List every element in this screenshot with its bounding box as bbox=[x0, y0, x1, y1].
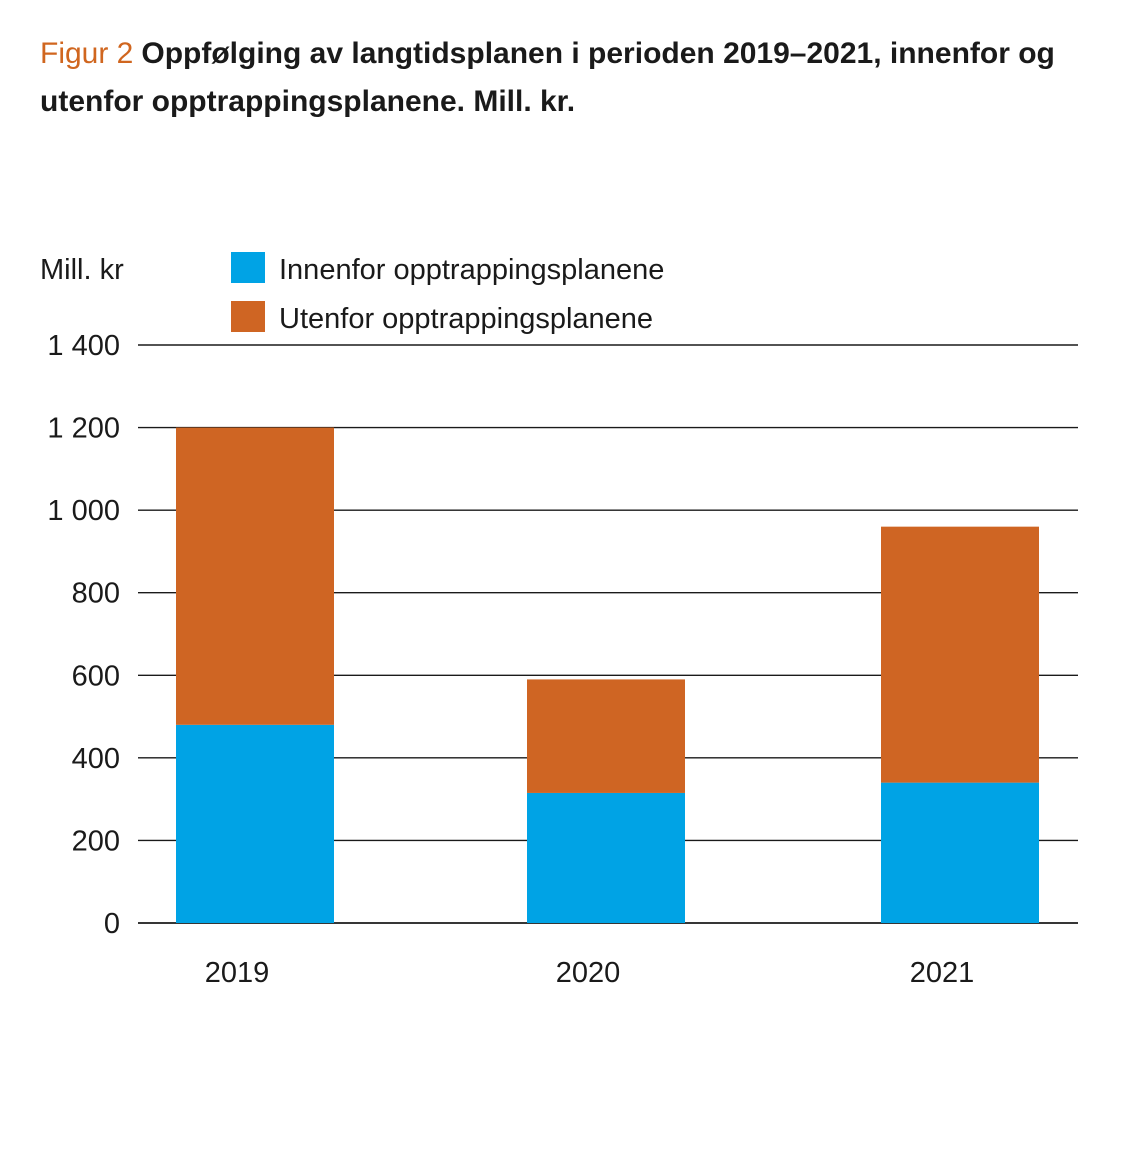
legend-label: Innenfor opptrappingsplanene bbox=[279, 254, 664, 286]
y-tick-label: 1 400 bbox=[47, 330, 120, 362]
y-tick-label: 1 000 bbox=[47, 495, 120, 527]
y-tick-label: 800 bbox=[72, 578, 120, 610]
legend-swatch bbox=[231, 301, 265, 332]
y-tick-label: 400 bbox=[72, 743, 120, 775]
y-axis-ticks: 0 200 400 600 800 1 000 1 200 1 400 bbox=[47, 330, 120, 940]
legend: Innenfor opptrappingsplanene Utenfor oppt… bbox=[231, 252, 664, 335]
legend-swatch bbox=[231, 252, 265, 283]
chart-title: Figur 2 Oppfølging av langtidsplanen i pe… bbox=[40, 30, 1100, 126]
bar-2019-utenfor bbox=[176, 427, 334, 725]
bar-2020-utenfor bbox=[527, 679, 685, 793]
x-tick-label: 2021 bbox=[910, 957, 975, 989]
x-axis-ticks: 2019 2020 2021 bbox=[205, 957, 975, 989]
bar-2019-innenfor bbox=[176, 724, 334, 923]
x-tick-label: 2020 bbox=[556, 957, 621, 989]
figure-number: Figur 2 bbox=[40, 37, 134, 70]
bar-2021-innenfor bbox=[881, 782, 1039, 923]
y-tick-label: 200 bbox=[72, 825, 120, 857]
y-tick-label: 600 bbox=[72, 660, 120, 692]
bar-2020-innenfor bbox=[527, 792, 685, 923]
y-tick-label: 1 200 bbox=[47, 413, 120, 445]
bar-2021-utenfor bbox=[881, 526, 1039, 783]
legend-label: Utenfor opptrappingsplanene bbox=[279, 303, 653, 335]
y-tick-label: 0 bbox=[104, 908, 120, 940]
x-tick-label: 2019 bbox=[205, 957, 270, 989]
bars bbox=[176, 427, 1039, 923]
figure-caption: Oppfølging av langtidsplanen i perioden … bbox=[40, 37, 1055, 118]
y-axis-label: Mill. kr bbox=[40, 254, 124, 286]
